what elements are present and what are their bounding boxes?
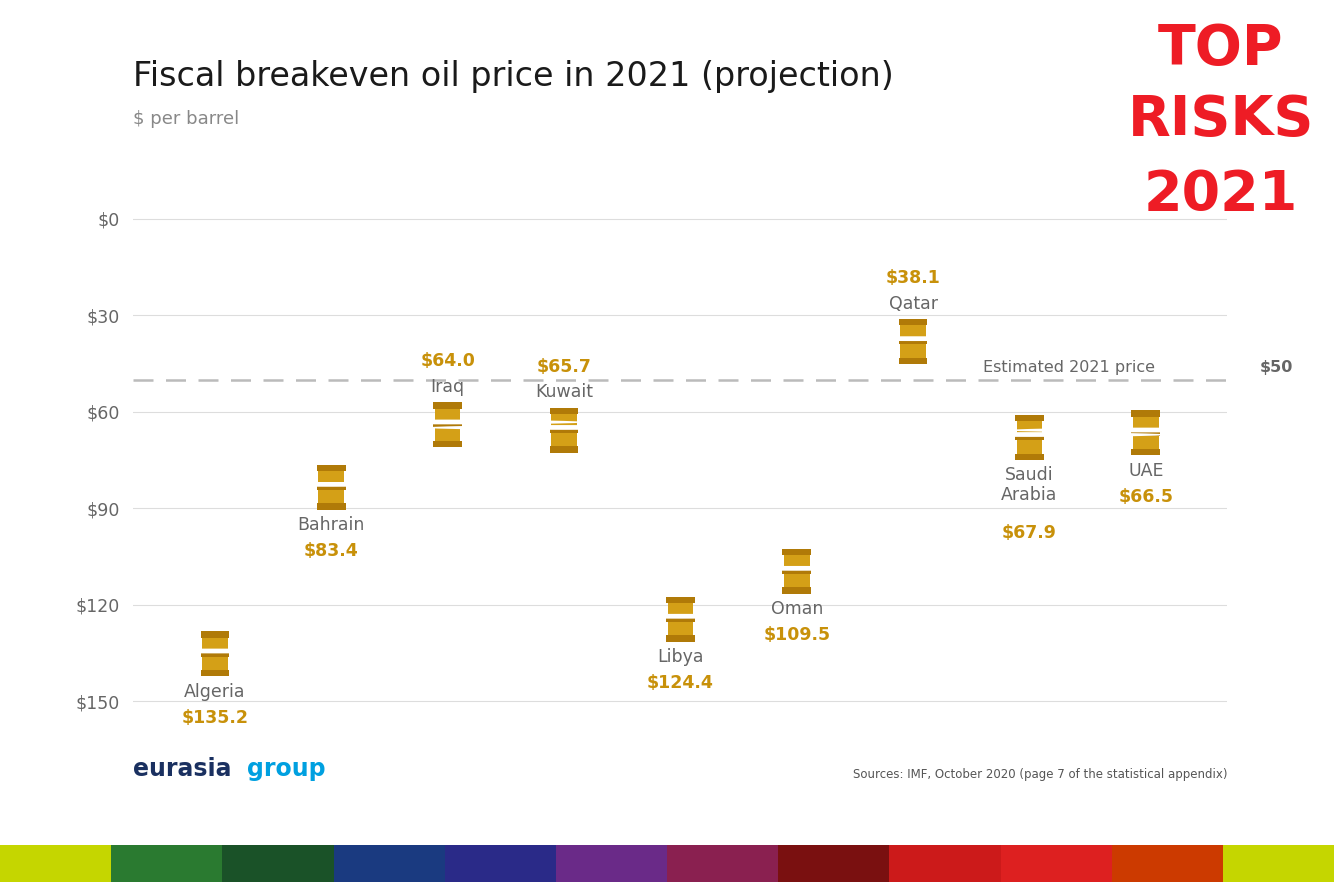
Text: $135.2: $135.2 [181,708,248,727]
Bar [778,845,890,882]
Bar [782,569,811,574]
Bar [434,441,462,447]
Text: $67.9: $67.9 [1002,524,1057,542]
Text: $124.4: $124.4 [647,674,714,691]
Text: $50: $50 [1259,360,1293,375]
Polygon shape [891,432,1167,437]
Text: $83.4: $83.4 [304,542,359,560]
Polygon shape [543,614,818,618]
Bar [434,402,462,408]
Bar [900,319,926,364]
Bar [1017,415,1042,460]
Bar [317,484,346,490]
Text: $64.0: $64.0 [420,352,475,370]
Text: TOP: TOP [1158,22,1283,76]
Text: Iraq: Iraq [431,377,464,396]
Bar [666,617,695,622]
Bar [1223,845,1334,882]
Bar [784,549,810,594]
Bar [782,587,811,594]
Bar [434,422,462,428]
Bar [899,358,927,364]
Bar [200,670,229,676]
Bar [550,428,579,433]
Polygon shape [1009,428,1283,432]
Text: Bahrain: Bahrain [297,516,366,534]
Bar [890,845,1000,882]
Bar [667,596,694,641]
Text: Oman: Oman [771,600,823,618]
Text: Libya: Libya [658,648,703,666]
Bar [444,845,556,882]
Bar [1015,415,1043,421]
Bar [1111,845,1223,882]
Bar [556,845,667,882]
Bar [1015,453,1043,460]
Bar [200,651,229,656]
Bar [1000,845,1111,882]
Text: Fiscal breakeven oil price in 2021 (projection): Fiscal breakeven oil price in 2021 (proj… [133,60,894,93]
Text: UAE: UAE [1129,462,1163,480]
Bar [200,632,229,638]
Polygon shape [659,566,935,571]
Text: Sources: IMF, October 2020 (page 7 of the statistical appendix): Sources: IMF, October 2020 (page 7 of th… [852,767,1227,781]
Bar [782,549,811,555]
Text: $109.5: $109.5 [763,626,830,644]
Bar [334,845,444,882]
Bar [319,465,344,510]
Text: Saudi
Arabia: Saudi Arabia [1002,467,1058,505]
Bar [550,407,579,414]
Polygon shape [775,336,1051,341]
Bar [899,339,927,344]
Text: $66.5: $66.5 [1118,488,1174,505]
Text: RISKS: RISKS [1127,93,1314,146]
Text: 2021: 2021 [1143,168,1298,221]
Bar [551,407,576,452]
Bar [0,845,111,882]
Bar [1133,410,1159,455]
Bar [1131,410,1161,416]
Text: Qatar: Qatar [888,295,938,312]
Text: group: group [247,757,325,781]
Polygon shape [309,420,586,424]
Bar [666,596,695,603]
Text: $38.1: $38.1 [886,269,940,287]
Text: Algeria: Algeria [184,683,245,701]
Bar [899,319,927,325]
Bar [550,446,579,452]
Bar [667,845,778,882]
Bar [1015,435,1043,440]
Text: Estimated 2021 price: Estimated 2021 price [983,360,1165,375]
Bar [317,465,346,471]
Bar [111,845,223,882]
Text: eurasia: eurasia [133,757,232,781]
Bar [435,402,460,447]
Bar [223,845,334,882]
Bar [1131,430,1161,436]
Bar [201,632,228,676]
Text: $ per barrel: $ per barrel [133,110,240,128]
Polygon shape [77,648,352,654]
Text: Kuwait: Kuwait [535,384,594,401]
Bar [1131,449,1161,455]
Bar [666,635,695,641]
Text: $65.7: $65.7 [536,357,591,376]
Polygon shape [426,425,702,430]
Bar [317,504,346,510]
Polygon shape [193,482,470,487]
